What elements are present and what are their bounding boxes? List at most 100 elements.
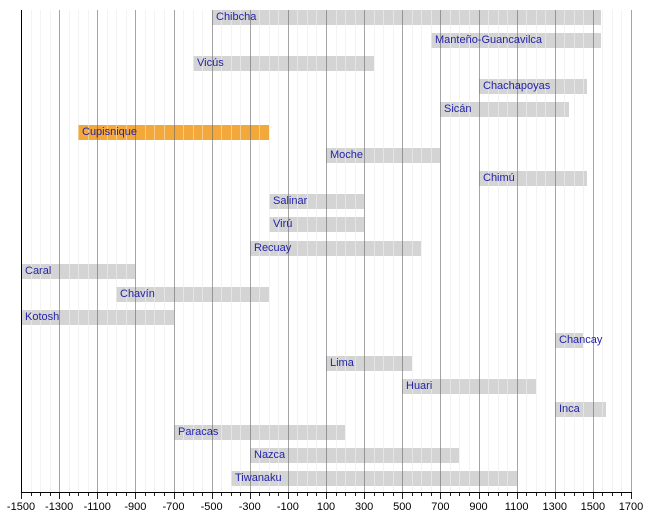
culture-link-chimu[interactable]: Chimú [483, 172, 515, 184]
major-gridline [440, 10, 441, 492]
minor-gridline [421, 10, 422, 492]
timeline-bar-chachapoyas [479, 79, 587, 94]
minor-tick [383, 492, 384, 496]
minor-gridline-overlay [259, 10, 260, 492]
minor-gridline-overlay [374, 10, 375, 492]
major-tick [555, 492, 556, 499]
timeline-bar-paracas [174, 425, 345, 440]
culture-link-paracas[interactable]: Paracas [178, 426, 219, 438]
culture-link-recuay[interactable]: Recuay [254, 242, 292, 254]
culture-link-salinar[interactable]: Salinar [273, 195, 308, 207]
minor-gridline [621, 10, 622, 492]
minor-gridline-overlay [221, 10, 222, 492]
minor-gridline [231, 10, 232, 492]
culture-link-inca[interactable]: Inca [559, 403, 580, 415]
minor-tick [78, 492, 79, 496]
minor-tick [278, 492, 279, 496]
minor-gridline [88, 10, 89, 492]
major-tick [517, 492, 518, 499]
x-tick-label: 1500 [580, 501, 606, 513]
x-tick-label: 1300 [542, 501, 567, 513]
minor-gridline [69, 10, 70, 492]
timeline-bar-manteno-guancavilca [431, 33, 601, 48]
minor-gridline-overlay [145, 10, 146, 492]
minor-gridline-overlay [564, 10, 565, 492]
culture-link-chachapoyas[interactable]: Chachapoyas [483, 80, 551, 92]
minor-tick [221, 492, 222, 496]
major-tick [59, 492, 60, 499]
minor-gridline-overlay [278, 10, 279, 492]
minor-gridline [202, 10, 203, 492]
x-tick-label: 100 [316, 501, 336, 513]
culture-link-kotosh[interactable]: Kotosh [25, 311, 60, 323]
timeline-bar-cupisnique [78, 125, 269, 140]
culture-link-chancay[interactable]: Chancay [559, 334, 603, 346]
major-tick [631, 492, 632, 499]
minor-gridline [602, 10, 603, 492]
major-tick [440, 492, 441, 499]
minor-tick [374, 492, 375, 496]
major-gridline [250, 10, 251, 492]
minor-gridline-overlay [536, 10, 537, 492]
minor-gridline-overlay [450, 10, 451, 492]
culture-link-moche[interactable]: Moche [330, 149, 364, 161]
minor-gridline-overlay [50, 10, 51, 492]
minor-gridline-overlay [126, 10, 127, 492]
major-tick [174, 492, 175, 499]
culture-link-chavin[interactable]: Chavín [120, 288, 155, 300]
minor-gridline [612, 10, 613, 492]
culture-link-cupisnique[interactable]: Cupisnique [82, 126, 138, 138]
culture-link-caral[interactable]: Caral [25, 265, 52, 277]
culture-link-lima[interactable]: Lima [330, 357, 354, 369]
minor-tick [536, 492, 537, 496]
culture-link-vicus[interactable]: Vicús [197, 57, 224, 69]
minor-tick [231, 492, 232, 496]
minor-tick [259, 492, 260, 496]
minor-gridline-overlay [345, 10, 346, 492]
minor-gridline [31, 10, 32, 492]
minor-gridline [193, 10, 194, 492]
major-gridline [517, 10, 518, 492]
minor-gridline [574, 10, 575, 492]
minor-gridline-overlay [336, 10, 337, 492]
minor-gridline [154, 10, 155, 492]
minor-gridline [145, 10, 146, 492]
culture-link-chibcha[interactable]: Chibcha [216, 11, 257, 23]
timeline-bar-recuay [250, 241, 421, 256]
minor-gridline-overlay [78, 10, 79, 492]
culture-link-manteno-guancavilca[interactable]: Manteño-Guancavilca [435, 34, 543, 46]
minor-gridline [526, 10, 527, 492]
minor-gridline [450, 10, 451, 492]
minor-tick [31, 492, 32, 496]
culture-link-viru[interactable]: Virú [273, 218, 293, 230]
minor-tick [393, 492, 394, 496]
x-tick-label: 900 [469, 501, 488, 513]
x-tick-label: -300 [238, 501, 261, 513]
minor-tick [345, 492, 346, 496]
minor-tick [602, 492, 603, 496]
minor-gridline [536, 10, 537, 492]
minor-gridline-overlay [116, 10, 117, 492]
minor-tick [459, 492, 460, 496]
major-gridline [555, 10, 556, 492]
minor-gridline-overlay [526, 10, 527, 492]
minor-gridline-overlay [431, 10, 432, 492]
culture-link-nazca[interactable]: Nazca [254, 449, 286, 461]
minor-tick [545, 492, 546, 496]
minor-gridline-overlay [316, 10, 317, 492]
minor-gridline-overlay [421, 10, 422, 492]
minor-gridline-overlay [297, 10, 298, 492]
minor-gridline-overlay [383, 10, 384, 492]
minor-gridline-overlay [583, 10, 584, 492]
minor-gridline [488, 10, 489, 492]
minor-gridline-overlay [202, 10, 203, 492]
major-gridline [402, 10, 403, 492]
minor-tick [526, 492, 527, 496]
culture-link-sican[interactable]: Sicán [444, 103, 472, 115]
minor-gridline [164, 10, 165, 492]
minor-tick [469, 492, 470, 496]
minor-tick [583, 492, 584, 496]
culture-link-tiwanaku[interactable]: Tiwanaku [235, 472, 282, 484]
minor-gridline-overlay [488, 10, 489, 492]
culture-link-huari[interactable]: Huari [406, 380, 433, 392]
